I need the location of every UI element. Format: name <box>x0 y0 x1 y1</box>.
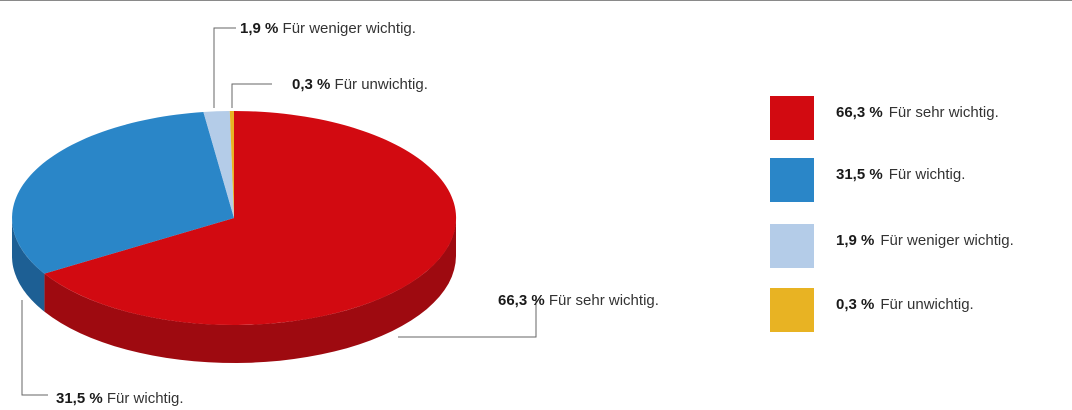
leader-line-unwichtig <box>231 83 272 108</box>
pie-slice-wichtig <box>12 112 234 274</box>
legend-swatch <box>770 96 814 140</box>
leader-lines <box>21 27 537 396</box>
legend-swatch <box>770 288 814 332</box>
callout-unwichtig: 0,3 % Für unwichtig. <box>292 76 428 93</box>
callout-wichtig: 31,5 % Für wichtig. <box>56 390 184 407</box>
pie-side-wichtig <box>12 218 45 312</box>
pie-side-sehr-wichtig <box>44 218 457 363</box>
pie-slice-weniger-wichtig <box>203 111 234 218</box>
legend-label: 31,5 % Für wichtig. <box>836 166 966 183</box>
pie-slice-sehr-wichtig <box>44 110 457 325</box>
pie-depth <box>12 218 457 363</box>
leader-line-sehr-wichtig <box>398 300 537 338</box>
pie-slices <box>12 110 457 325</box>
legend-item-sehr-wichtig: 66,3 % Für sehr wichtig. <box>770 96 1070 140</box>
legend-swatch <box>770 224 814 268</box>
pie-slice-unwichtig <box>229 110 234 218</box>
legend-label: 66,3 % Für sehr wichtig. <box>836 104 999 121</box>
leader-line-wichtig <box>21 300 48 396</box>
top-divider <box>0 0 1072 1</box>
legend-swatch <box>770 158 814 202</box>
legend-label: 0,3 % Für unwichtig. <box>836 296 974 313</box>
callout-sehr-wichtig: 66,3 % Für sehr wichtig. <box>498 292 659 309</box>
callout-weniger-wichtig: 1,9 % Für weniger wichtig. <box>240 20 416 37</box>
callout-labels: 66,3 % Für sehr wichtig. 31,5 % Für wicht… <box>56 20 659 407</box>
legend-item-wichtig: 31,5 % Für wichtig. <box>770 158 1070 202</box>
leader-line-weniger-wichtig <box>213 27 236 108</box>
legend-item-weniger-wichtig: 1,9 % Für weniger wichtig. <box>770 224 1070 268</box>
legend-item-unwichtig: 0,3 % Für unwichtig. <box>770 288 1070 332</box>
legend-label: 1,9 % Für weniger wichtig. <box>836 232 1014 249</box>
